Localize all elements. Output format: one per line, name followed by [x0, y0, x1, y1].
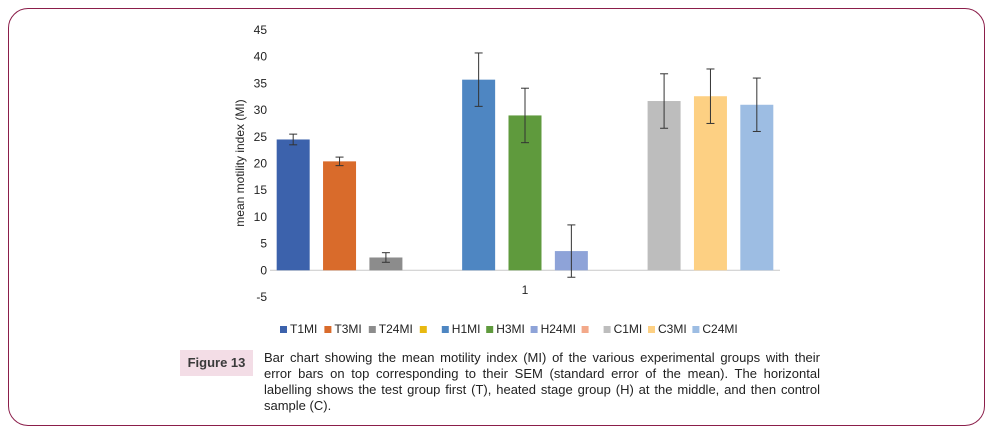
error-bar-t24mi [381, 252, 390, 263]
legend-label: H3MI [496, 322, 525, 336]
x-category-labels: 1 [522, 283, 529, 297]
bar-t24mi [369, 257, 403, 271]
error-bars [289, 52, 761, 278]
figure-caption-text: Bar chart showing the mean motility inde… [264, 350, 820, 413]
bars [276, 79, 774, 271]
bar-chart: mean motility index (MI) -5 0 5 10 15 20 25 30 3… [233, 23, 780, 336]
error-bar-c3mi [706, 68, 715, 124]
legend-swatch [581, 326, 589, 333]
legend-swatch [486, 326, 494, 333]
bar-h1mi [462, 79, 496, 271]
legend-label: T1MI [290, 322, 317, 336]
legend-label: H1MI [452, 322, 481, 336]
error-bar-c1mi [660, 73, 669, 129]
legend-swatch [324, 326, 332, 333]
error-bar-c24mi [752, 77, 761, 132]
legend-label: C3MI [658, 322, 687, 336]
legend-label: C1MI [614, 322, 643, 336]
y-axis-title: mean motility index (MI) [233, 99, 247, 226]
x-category-label: 1 [522, 283, 529, 297]
legend-swatch [530, 326, 538, 333]
y-axis-title-group: mean motility index (MI) [233, 99, 247, 226]
figure-label: Figure 13 [180, 350, 253, 376]
y-tick-label: 30 [254, 103, 268, 117]
legend-swatch [603, 326, 611, 333]
y-tick-label: 40 [254, 50, 268, 64]
legend-label: C24MI [702, 322, 737, 336]
legend-label: T3MI [334, 322, 361, 336]
y-tick-label: 0 [260, 263, 267, 277]
legend-swatch [280, 326, 287, 333]
error-bar-h1mi [474, 52, 483, 107]
legend-label: H24MI [541, 322, 576, 336]
legend-swatch [368, 326, 376, 333]
bar-t3mi [323, 161, 357, 271]
legend-swatch [419, 326, 427, 333]
y-tick-labels: -5 0 5 10 15 20 25 30 35 40 45 [254, 23, 268, 304]
bar-c1mi [647, 101, 681, 271]
legend-swatch [441, 326, 449, 333]
bar-c3mi [693, 96, 727, 271]
legend-label: T24MI [379, 322, 413, 336]
y-tick-label: -5 [256, 290, 267, 304]
error-bar-t3mi [335, 156, 344, 167]
legend: T1MI T3MI T24MI H1MI H3MI H24MI C1MI C3MI C24MI [280, 322, 738, 336]
figure-frame [8, 8, 985, 426]
y-tick-label: 5 [260, 237, 267, 251]
error-bar-t1mi [289, 133, 298, 146]
bar-c24mi [740, 104, 774, 271]
error-bar-h3mi [521, 87, 529, 144]
y-tick-label: 15 [254, 183, 268, 197]
y-tick-label: 25 [254, 130, 268, 144]
y-tick-label: 10 [254, 210, 268, 224]
bar-t1mi [276, 139, 310, 271]
y-tick-label: 20 [254, 157, 268, 171]
y-tick-label: 45 [254, 23, 268, 37]
error-bar-h24mi [567, 224, 576, 278]
y-tick-label: 35 [254, 76, 268, 90]
legend-swatch [648, 326, 655, 333]
legend-swatch [692, 326, 700, 333]
